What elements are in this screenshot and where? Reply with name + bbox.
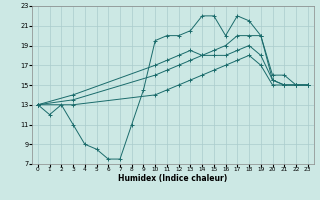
X-axis label: Humidex (Indice chaleur): Humidex (Indice chaleur) [118, 174, 228, 183]
